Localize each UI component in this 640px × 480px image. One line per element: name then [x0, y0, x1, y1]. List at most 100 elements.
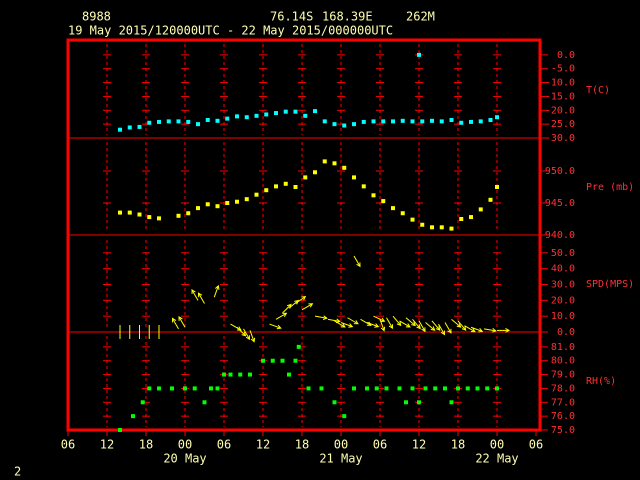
- arrow-head: [440, 330, 446, 336]
- point: [137, 124, 142, 129]
- arrow-head: [505, 328, 511, 333]
- point: [400, 118, 405, 123]
- point: [186, 211, 191, 216]
- x-tick-label: 18: [295, 438, 309, 452]
- arrow-shaft: [353, 255, 361, 267]
- arrow-shaft: [288, 300, 299, 309]
- point: [137, 212, 142, 217]
- wind-arrow: [373, 315, 386, 322]
- point: [215, 386, 220, 391]
- arrow-head: [416, 324, 421, 330]
- y-tick-label: 80.0: [551, 356, 575, 367]
- wind-arrow: [327, 318, 341, 324]
- y-tick-label: -25.0: [545, 119, 575, 130]
- wind-arrow: [418, 320, 426, 333]
- y-tick-label: 50.0: [551, 248, 575, 259]
- wind-arrow: [438, 323, 446, 336]
- point: [183, 386, 187, 391]
- point: [342, 414, 347, 419]
- point: [131, 414, 135, 419]
- point: [391, 119, 395, 124]
- point: [495, 185, 499, 189]
- x-tick-label: 18: [451, 438, 465, 452]
- wind-arrow: [301, 303, 314, 311]
- arrow-head: [374, 323, 380, 328]
- y-tick-label: 10.0: [551, 311, 575, 322]
- point: [248, 372, 252, 377]
- point: [322, 159, 327, 164]
- arrow-shaft: [334, 320, 346, 328]
- arrow-head: [380, 326, 386, 332]
- wind-arrow: [197, 292, 205, 304]
- point: [420, 119, 425, 124]
- point: [475, 386, 480, 391]
- wind-arrow: [334, 320, 346, 328]
- point: [293, 109, 298, 114]
- y-tick-label: 77.0: [551, 397, 575, 408]
- point: [391, 206, 395, 211]
- x-tick-label: 12: [256, 438, 270, 452]
- point: [170, 386, 174, 391]
- point: [410, 386, 415, 391]
- y-tick-label: -15.0: [545, 91, 575, 102]
- point: [306, 386, 311, 391]
- point: [196, 206, 200, 211]
- point: [118, 127, 122, 132]
- x-tick-label: 18: [139, 438, 153, 452]
- date-label: 20 May: [163, 452, 206, 466]
- y-tick-label: 76.0: [551, 411, 575, 422]
- wind-arrow: [282, 303, 292, 314]
- point: [371, 119, 376, 124]
- point: [127, 125, 132, 130]
- wind-arrow: [464, 325, 476, 333]
- x-tick-label: 00: [334, 438, 348, 452]
- point: [417, 52, 421, 57]
- wind-arrow: [497, 328, 511, 333]
- point: [469, 215, 473, 220]
- arrow-shaft: [405, 317, 416, 326]
- point: [495, 386, 499, 391]
- point: [352, 175, 356, 180]
- y-tick-label: 950.0: [545, 166, 575, 177]
- x-tick-label: 00: [178, 438, 192, 452]
- arrow-head: [276, 324, 282, 330]
- point: [404, 400, 408, 405]
- wind-arrow: [366, 322, 380, 328]
- x-tick-label: 00: [490, 438, 504, 452]
- wind-arrow: [236, 326, 247, 337]
- arrow-head: [435, 326, 441, 331]
- point: [459, 217, 464, 221]
- arrow-head: [308, 303, 314, 308]
- x-tick-label: 06: [373, 438, 387, 452]
- arrow-head: [405, 323, 411, 328]
- arrow-shaft: [269, 323, 281, 329]
- point: [264, 112, 269, 117]
- y-tick-label: 0.0: [557, 50, 575, 61]
- point: [332, 400, 337, 405]
- point: [225, 201, 230, 205]
- point: [228, 372, 233, 377]
- point: [313, 109, 317, 114]
- wind-arrow: [431, 320, 441, 331]
- point: [410, 217, 415, 222]
- point: [449, 117, 454, 122]
- point: [478, 119, 483, 124]
- point: [430, 118, 434, 123]
- point: [319, 386, 324, 391]
- arrow-head: [478, 328, 484, 333]
- wind-arrow: [405, 317, 416, 327]
- point: [381, 199, 386, 204]
- arrow-head: [245, 335, 251, 341]
- arrow-head: [178, 315, 183, 321]
- point: [365, 386, 369, 391]
- arrow-shaft: [198, 292, 205, 304]
- x-tick-label: 12: [412, 438, 426, 452]
- period: 19 May 2015/120000UTC - 22 May 2015/0000…: [68, 24, 393, 38]
- wind-arrow: [386, 317, 394, 330]
- arrow-head: [294, 299, 299, 305]
- y-tick-label: 0.0: [557, 327, 575, 338]
- arrow-head: [388, 324, 394, 330]
- wind-arrow: [360, 318, 372, 326]
- arrow-shaft: [483, 328, 496, 332]
- point: [342, 165, 347, 170]
